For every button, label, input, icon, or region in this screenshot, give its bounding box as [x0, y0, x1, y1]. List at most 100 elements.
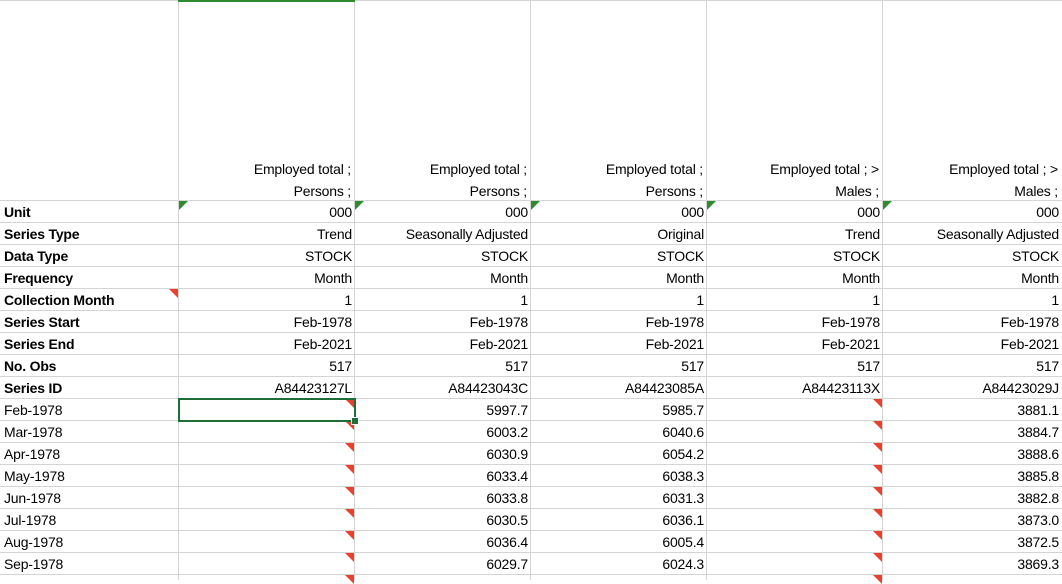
- cell-trend-males[interactable]: [707, 399, 883, 421]
- cell-trend-males[interactable]: 517: [857, 358, 880, 374]
- cell-original-persons[interactable]: 517: [681, 358, 704, 374]
- cell-sa-males[interactable]: 3885.8: [1017, 468, 1059, 484]
- cell-trend-persons[interactable]: 1: [344, 292, 352, 308]
- cell-original-persons[interactable]: A84423085A: [625, 380, 704, 396]
- cell-original-persons[interactable]: Original: [657, 226, 704, 242]
- cell-trend-persons[interactable]: [179, 509, 355, 531]
- cell-original-persons[interactable]: 000: [681, 204, 704, 220]
- cell-sa-males[interactable]: 000: [1036, 204, 1059, 220]
- meta-row-label[interactable]: Series Start: [4, 314, 80, 330]
- cell-trend-persons[interactable]: 000: [329, 204, 352, 220]
- cell-trend-males[interactable]: A84423113X: [802, 380, 880, 396]
- cell-trend-males[interactable]: 000: [857, 204, 880, 220]
- cell-sa-persons[interactable]: 5997.7: [486, 402, 528, 418]
- cell-trend-persons[interactable]: Feb-2021: [293, 336, 353, 352]
- meta-row-label[interactable]: Frequency: [4, 270, 73, 286]
- cell-sa-males[interactable]: Feb-1978: [1000, 314, 1060, 330]
- cell-sa-persons[interactable]: 6003.2: [486, 424, 528, 440]
- cell-trend-persons[interactable]: STOCK: [305, 248, 352, 264]
- cell-trend-persons[interactable]: Month: [314, 270, 352, 286]
- date-cell[interactable]: Apr-1978: [4, 446, 60, 462]
- cell-trend-males[interactable]: [707, 421, 883, 443]
- cell-sa-persons[interactable]: Feb-2021: [469, 336, 529, 352]
- cell-sa-males[interactable]: 3873.0: [1017, 512, 1059, 528]
- cell-sa-persons[interactable]: 6033.4: [486, 468, 528, 484]
- meta-row-label[interactable]: No. Obs: [4, 358, 57, 374]
- date-cell[interactable]: Feb-1978: [4, 402, 63, 418]
- cell-sa-persons[interactable]: Seasonally Adjusted: [405, 226, 528, 242]
- cell-sa-persons[interactable]: 6030.5: [486, 512, 528, 528]
- cell-sa-persons[interactable]: 6029.7: [486, 556, 528, 572]
- cell-sa-males[interactable]: 1: [1051, 292, 1059, 308]
- cell-sa-males[interactable]: Month: [1021, 270, 1059, 286]
- cell-trend-persons[interactable]: Trend: [316, 226, 352, 242]
- meta-row-label[interactable]: Data Type: [4, 248, 69, 264]
- cell-original-persons[interactable]: 1: [696, 292, 704, 308]
- cell-sa-males[interactable]: Feb-2021: [1000, 336, 1060, 352]
- cell-trend-persons[interactable]: [179, 443, 355, 465]
- cell-trend-males[interactable]: Trend: [844, 226, 880, 242]
- cell-original-persons[interactable]: 6024.3: [662, 556, 704, 572]
- fill-handle[interactable]: [351, 417, 359, 425]
- cell-sa-persons[interactable]: A84423043C: [448, 380, 528, 396]
- cell-sa-persons[interactable]: 6036.4: [486, 534, 528, 550]
- cell-trend-persons[interactable]: A84423127L: [274, 380, 353, 396]
- date-cell[interactable]: Sep-1978: [4, 556, 64, 572]
- date-cell[interactable]: Jul-1978: [4, 512, 57, 528]
- cell-trend-persons[interactable]: [179, 531, 355, 553]
- cell-trend-males[interactable]: 1: [872, 292, 880, 308]
- cell-trend-males[interactable]: [707, 531, 883, 553]
- cell-sa-males[interactable]: 517: [1036, 358, 1059, 374]
- cell-original-persons[interactable]: Feb-1978: [645, 314, 705, 330]
- cell-trend-males[interactable]: Feb-2021: [821, 336, 881, 352]
- meta-row-label[interactable]: Series Type: [4, 226, 80, 242]
- cell-sa-persons[interactable]: 6030.9: [486, 446, 528, 462]
- date-cell[interactable]: May-1978: [4, 468, 65, 484]
- meta-row-label[interactable]: Collection Month: [4, 292, 115, 308]
- meta-row-label[interactable]: Unit: [4, 204, 31, 220]
- cell-trend-persons[interactable]: 517: [329, 358, 352, 374]
- selected-cell[interactable]: [178, 398, 356, 422]
- meta-row-label[interactable]: Series End: [4, 336, 75, 352]
- cell-sa-males[interactable]: 3872.5: [1017, 534, 1059, 550]
- date-cell[interactable]: Mar-1978: [4, 424, 63, 440]
- cell-sa-persons[interactable]: 1: [520, 292, 528, 308]
- cell-original-persons[interactable]: Feb-2021: [645, 336, 705, 352]
- cell-trend-males[interactable]: [707, 487, 883, 509]
- cell-trend-persons[interactable]: [179, 465, 355, 487]
- cell-trend-males[interactable]: Month: [842, 270, 880, 286]
- cell-original-persons[interactable]: 5985.7: [662, 402, 704, 418]
- cell-sa-males[interactable]: 3882.8: [1017, 490, 1059, 506]
- cell-original-persons[interactable]: Month: [666, 270, 704, 286]
- cell-sa-persons[interactable]: Feb-1978: [469, 314, 529, 330]
- cell-trend-persons[interactable]: [179, 421, 355, 443]
- cell-sa-males[interactable]: 3881.1: [1017, 402, 1059, 418]
- date-cell[interactable]: Aug-1978: [4, 534, 64, 550]
- date-cell[interactable]: Jun-1978: [4, 490, 61, 506]
- cell-trend-males[interactable]: [707, 553, 883, 575]
- cell-sa-males[interactable]: Seasonally Adjusted: [936, 226, 1059, 242]
- cell-trend-males[interactable]: [707, 509, 883, 531]
- cell-trend-males[interactable]: Feb-1978: [821, 314, 881, 330]
- cell-trend-males[interactable]: STOCK: [833, 248, 880, 264]
- cell-original-persons[interactable]: 6038.3: [662, 468, 704, 484]
- cell-trend-males[interactable]: [707, 443, 883, 465]
- cell-trend-males[interactable]: [707, 465, 883, 487]
- cell-sa-males[interactable]: STOCK: [1012, 248, 1059, 264]
- cell-sa-persons[interactable]: 6033.8: [486, 490, 528, 506]
- cell-sa-males[interactable]: 3888.6: [1017, 446, 1059, 462]
- meta-row-label[interactable]: Series ID: [4, 380, 63, 396]
- cell-sa-males[interactable]: 3884.7: [1017, 424, 1059, 440]
- cell-sa-persons[interactable]: 000: [505, 204, 528, 220]
- cell-original-persons[interactable]: 6031.3: [662, 490, 704, 506]
- cell-trend-persons[interactable]: [179, 553, 355, 575]
- cell-original-persons[interactable]: 6005.4: [662, 534, 704, 550]
- cell-sa-males[interactable]: 3869.3: [1017, 556, 1059, 572]
- cell-original-persons[interactable]: STOCK: [657, 248, 704, 264]
- cell-trend-persons[interactable]: [179, 487, 355, 509]
- cell-sa-persons[interactable]: Month: [490, 270, 528, 286]
- cell-trend-persons[interactable]: Feb-1978: [293, 314, 353, 330]
- cell-original-persons[interactable]: 6054.2: [662, 446, 704, 462]
- cell-original-persons[interactable]: 6040.6: [662, 424, 704, 440]
